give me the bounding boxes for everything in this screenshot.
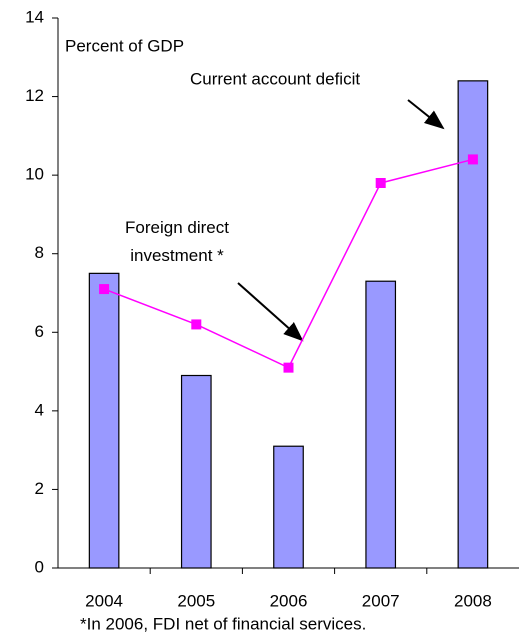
bar-series-label: Current account deficit <box>190 69 360 88</box>
marker <box>191 319 202 330</box>
marker <box>467 154 478 165</box>
x-tick-label: 2007 <box>362 591 400 610</box>
y-tick-label: 4 <box>35 400 44 419</box>
y-tick-label: 6 <box>35 322 44 341</box>
bar <box>457 80 489 569</box>
line-series-label: Foreign direct investment * <box>125 218 229 265</box>
marker <box>375 178 386 188</box>
y-tick-label: 0 <box>35 557 44 576</box>
y-tick-label: 14 <box>25 7 44 26</box>
arrow <box>407 99 445 130</box>
bar <box>180 374 212 569</box>
marker <box>283 362 294 373</box>
bar <box>88 272 120 569</box>
x-tick-label: 2005 <box>177 591 215 610</box>
y-tick-label: 10 <box>25 165 44 184</box>
bar <box>365 280 397 569</box>
y-axis-label: Percent of GDP <box>65 36 184 55</box>
x-tick-label: 2006 <box>270 591 308 610</box>
y-tick-label: 2 <box>35 479 44 498</box>
y-tick-label: 12 <box>25 86 44 105</box>
arrow <box>237 282 304 342</box>
y-tick-label: 8 <box>35 243 44 262</box>
marker <box>99 284 110 295</box>
bar <box>273 445 304 569</box>
footnote: *In 2006, FDI net of financial services. <box>80 614 366 633</box>
x-tick-label: 2008 <box>454 591 492 610</box>
x-tick-label: 2004 <box>85 591 123 610</box>
